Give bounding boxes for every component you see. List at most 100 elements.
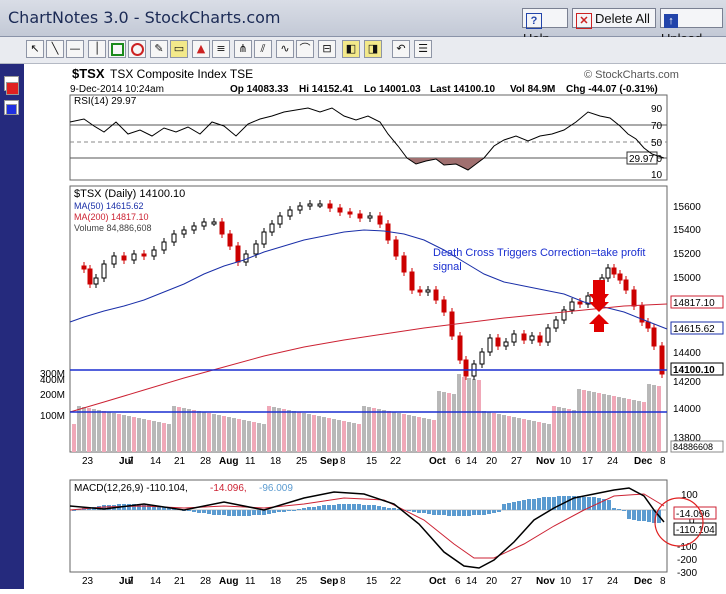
left-panel	[0, 64, 24, 589]
x-axis-label: 23	[82, 576, 94, 587]
pencil-tool-icon[interactable]: ✎	[150, 40, 168, 58]
macd-hist-bar	[217, 510, 221, 515]
help-button[interactable]: ?Help	[522, 8, 568, 46]
rsi-tick-50: 50	[651, 138, 663, 149]
candle-body	[441, 299, 447, 313]
app-title: ChartNotes 3.0 - StockCharts.com	[8, 8, 281, 27]
color-red-swatch[interactable]	[6, 82, 19, 95]
ma50-line	[69, 229, 668, 330]
macd-value-tag	[673, 522, 717, 536]
annotation-line-2[interactable]: signal	[433, 261, 462, 273]
line-tool-icon[interactable]: ╲	[46, 40, 64, 58]
macd-hist-bar	[522, 500, 526, 510]
settings-icon[interactable]: ☰	[414, 40, 432, 58]
volume-legend: Volume 84,886,608	[74, 223, 152, 233]
macd-hist-bar	[472, 510, 476, 515]
candle-body	[585, 295, 591, 305]
macd-value-tag-text: -110.104	[676, 525, 715, 536]
x-axis-label: 8	[660, 456, 666, 467]
arc-tool-icon[interactable]: ⌒	[296, 40, 314, 58]
down-arrow-icon-2[interactable]	[589, 292, 609, 312]
macd-hist-bar	[327, 505, 331, 510]
ma200-value-text: 14817.10	[673, 298, 715, 309]
highlight-circle[interactable]	[654, 497, 704, 547]
macd-hist-bar	[227, 510, 231, 516]
fib-tool-icon[interactable]: ≡	[212, 40, 230, 58]
change-label: Chg -44.07 (-0.31%)	[566, 84, 658, 95]
volume-bar	[357, 424, 361, 452]
ma50-value-tag	[670, 321, 724, 335]
volume-bar	[127, 416, 131, 452]
macd-label: MACD(12,26,9) -110.104,	[74, 483, 188, 494]
volume-bar	[482, 411, 486, 452]
trendline-tool-icon[interactable]: ∿	[276, 40, 294, 58]
candle-body	[131, 253, 137, 261]
candle-body	[87, 268, 93, 285]
x-axis-label: 14	[150, 576, 162, 587]
ma200-value-tag	[670, 295, 724, 309]
rsi-line	[69, 107, 665, 171]
macd-hist-bar	[337, 504, 341, 510]
up-arrow-icon[interactable]	[589, 314, 609, 332]
volume-bar	[232, 418, 236, 452]
volume-bar	[542, 423, 546, 452]
bring-front-icon[interactable]: ◨	[364, 40, 382, 58]
volume-bar	[77, 406, 81, 452]
x-axis-label: 21	[174, 456, 186, 467]
vol-tick-400m: 400M	[40, 375, 65, 386]
candle-body	[191, 225, 197, 231]
macd-hist-bar	[572, 496, 576, 510]
arrow-tool-icon[interactable]: ▲	[192, 40, 210, 58]
delete-all-button[interactable]: ✕ Delete All	[572, 8, 656, 29]
volume-bar	[652, 385, 656, 452]
macd-hist-bar	[322, 505, 326, 510]
candle-body	[201, 221, 207, 227]
color-blue-swatch[interactable]	[6, 104, 17, 115]
red-arrows[interactable]	[589, 280, 609, 332]
macd-hist-bar	[457, 510, 461, 516]
andrews-pitchfork-icon[interactable]: ⋔	[234, 40, 252, 58]
rectangle-tool-icon[interactable]	[108, 40, 126, 58]
candle-body	[409, 271, 415, 291]
candle-body	[357, 213, 363, 219]
volume-y-axis: 400M 300M 200M 100M	[40, 369, 65, 422]
date-label: 9-Dec-2014 10:24am	[70, 84, 164, 95]
vertical-line-tool-icon[interactable]: │	[88, 40, 106, 58]
candle-body	[651, 327, 657, 347]
volume-bar	[207, 413, 211, 452]
volume-bar	[117, 414, 121, 452]
undo-icon[interactable]: ↶	[392, 40, 410, 58]
macd-hist-bar	[222, 510, 226, 515]
upload-button[interactable]: ↑Upload	[660, 8, 723, 46]
macd-hist-bar	[307, 507, 311, 510]
candle-body	[261, 231, 267, 245]
channel-tool-icon[interactable]: ⫽	[254, 40, 272, 58]
candle-body	[367, 215, 373, 219]
macd-tick-minus300: -300	[677, 568, 697, 579]
circle-tool-icon[interactable]	[128, 40, 146, 58]
ma200-line	[69, 303, 668, 413]
volume-bar	[562, 408, 566, 452]
macd-hist-bar	[417, 510, 421, 513]
pointer-tool-icon[interactable]: ↖	[26, 40, 44, 58]
volume-bar	[187, 409, 191, 452]
volume-bar	[502, 415, 506, 452]
volume-bar	[362, 406, 366, 452]
annotation-line-1[interactable]: Death Cross Triggers Correction=take pro…	[433, 247, 645, 259]
macd-hist-bar	[272, 510, 276, 513]
macd-hist-bar	[332, 505, 336, 510]
send-back-icon[interactable]: ◧	[342, 40, 360, 58]
callout-tool-icon[interactable]: ▭	[170, 40, 188, 58]
y-tick-13800: 13800	[673, 433, 701, 444]
macd-tick-0: 0	[689, 516, 695, 527]
candle-body	[253, 243, 259, 255]
price-panel-label: $TSX (Daily) 14100.10	[74, 188, 185, 200]
volume-bar	[377, 409, 381, 452]
rsi-tick-90: 90	[651, 104, 663, 115]
volume-bar	[337, 420, 341, 452]
horizontal-line-tool-icon[interactable]: —	[66, 40, 84, 58]
macd-hist-bar	[552, 497, 556, 510]
macd-hist-bar	[282, 510, 286, 512]
macd-hist-bar	[292, 510, 296, 511]
level-tool-icon[interactable]: ⊟	[318, 40, 336, 58]
